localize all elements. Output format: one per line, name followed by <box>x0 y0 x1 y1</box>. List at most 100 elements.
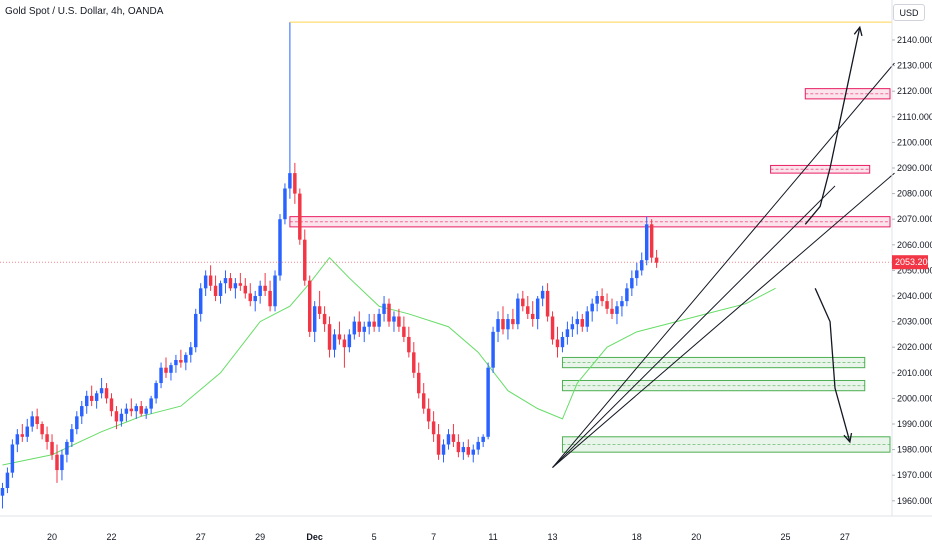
zone-box <box>770 164 871 174</box>
y-tick-label: 1970.000 <box>897 470 932 480</box>
candle-body <box>451 434 456 442</box>
y-tick-label: 1980.000 <box>897 445 932 455</box>
candle-body <box>530 313 535 320</box>
candle-body <box>223 278 228 284</box>
candle-body <box>253 296 257 302</box>
candle-body <box>501 319 505 330</box>
candle-body <box>590 303 594 312</box>
candle-body <box>307 280 312 332</box>
candle-body <box>426 408 431 422</box>
candle-body <box>372 321 376 327</box>
candle-body <box>80 406 84 417</box>
candle-body <box>392 316 396 322</box>
candle-body <box>119 413 124 422</box>
candle-body <box>506 319 510 330</box>
candle-body <box>189 347 193 355</box>
candle-body <box>15 434 20 445</box>
zones <box>289 88 891 453</box>
candle-body <box>640 260 644 271</box>
candle-body <box>20 434 25 437</box>
candle-body <box>278 219 282 276</box>
x-tick-label: 11 <box>488 532 497 542</box>
chart-title: Gold Spot / U.S. Dollar, 4h, OANDA <box>5 6 164 17</box>
drawings <box>0 21 895 468</box>
y-tick-label: 2130.000 <box>897 61 932 71</box>
candle-body <box>615 306 619 314</box>
candle-body <box>208 275 213 286</box>
candle-body <box>258 285 262 296</box>
candle-body <box>466 447 471 455</box>
candle-body <box>144 408 148 414</box>
candle-body <box>382 303 386 314</box>
y-tick-label: 2000.000 <box>897 393 932 403</box>
candle-body <box>134 406 139 412</box>
candle-body <box>560 336 565 348</box>
candle-body <box>248 293 252 302</box>
trend-line <box>552 172 895 468</box>
candle-body <box>293 173 297 194</box>
candle-body <box>129 408 134 412</box>
candle-body <box>0 488 5 496</box>
candle-body <box>471 449 475 455</box>
candle-body <box>511 319 515 325</box>
candle-body <box>644 224 649 261</box>
candle-body <box>412 352 416 373</box>
y-tick-label: 2020.000 <box>897 342 932 352</box>
candles <box>0 22 659 509</box>
candle-body <box>446 434 451 445</box>
candle-body <box>526 306 530 314</box>
candle-body <box>312 306 317 332</box>
y-tick-label: 2120.000 <box>897 86 932 96</box>
x-tick-label: 20 <box>47 532 57 542</box>
candle-body <box>580 319 585 327</box>
candle-body <box>109 398 114 412</box>
candle-body <box>283 188 287 220</box>
candle-body <box>218 283 223 296</box>
candle-body <box>89 395 94 401</box>
candle-body <box>174 360 178 366</box>
candle-body <box>352 321 357 335</box>
candle-body <box>456 441 461 453</box>
currency-button[interactable]: USD <box>893 4 925 21</box>
candle-body <box>317 306 322 314</box>
candle-body <box>114 411 119 422</box>
candle-body <box>486 367 490 437</box>
candle-body <box>481 436 485 442</box>
candle-body <box>397 316 401 327</box>
y-tick-label: 2070.000 <box>897 214 932 224</box>
candle-body <box>585 311 589 327</box>
candle-body <box>516 298 520 325</box>
candle-body <box>228 278 233 289</box>
x-tick-label: 27 <box>840 532 850 542</box>
zone-box <box>561 436 891 453</box>
candle-body <box>298 193 302 240</box>
candle-body <box>431 421 436 435</box>
projection-arrow <box>814 288 851 443</box>
candle-body <box>337 334 342 340</box>
x-tick-label: 25 <box>780 532 790 542</box>
y-tick-label: 1990.000 <box>897 419 932 429</box>
candle-body <box>550 316 555 340</box>
last-price-label: 2053.200 <box>895 257 932 267</box>
candle-body <box>347 334 352 348</box>
candle-body <box>159 367 163 384</box>
candle-body <box>40 424 44 435</box>
y-tick-label: 2140.000 <box>897 35 932 45</box>
candle-body <box>407 336 411 353</box>
candle-body <box>243 285 248 294</box>
candle-body <box>649 224 654 258</box>
candle-body <box>635 270 639 279</box>
candle-body <box>124 408 129 414</box>
candle-body <box>149 398 153 409</box>
candle-body <box>421 393 426 409</box>
candle-body <box>99 388 104 394</box>
candle-body <box>288 173 292 189</box>
trend-line <box>552 62 895 468</box>
moving-average-line <box>2 256 776 466</box>
candle-body <box>496 319 500 332</box>
y-tick-label: 2110.000 <box>897 112 932 122</box>
candle-body <box>600 296 604 302</box>
candle-body <box>154 383 158 399</box>
